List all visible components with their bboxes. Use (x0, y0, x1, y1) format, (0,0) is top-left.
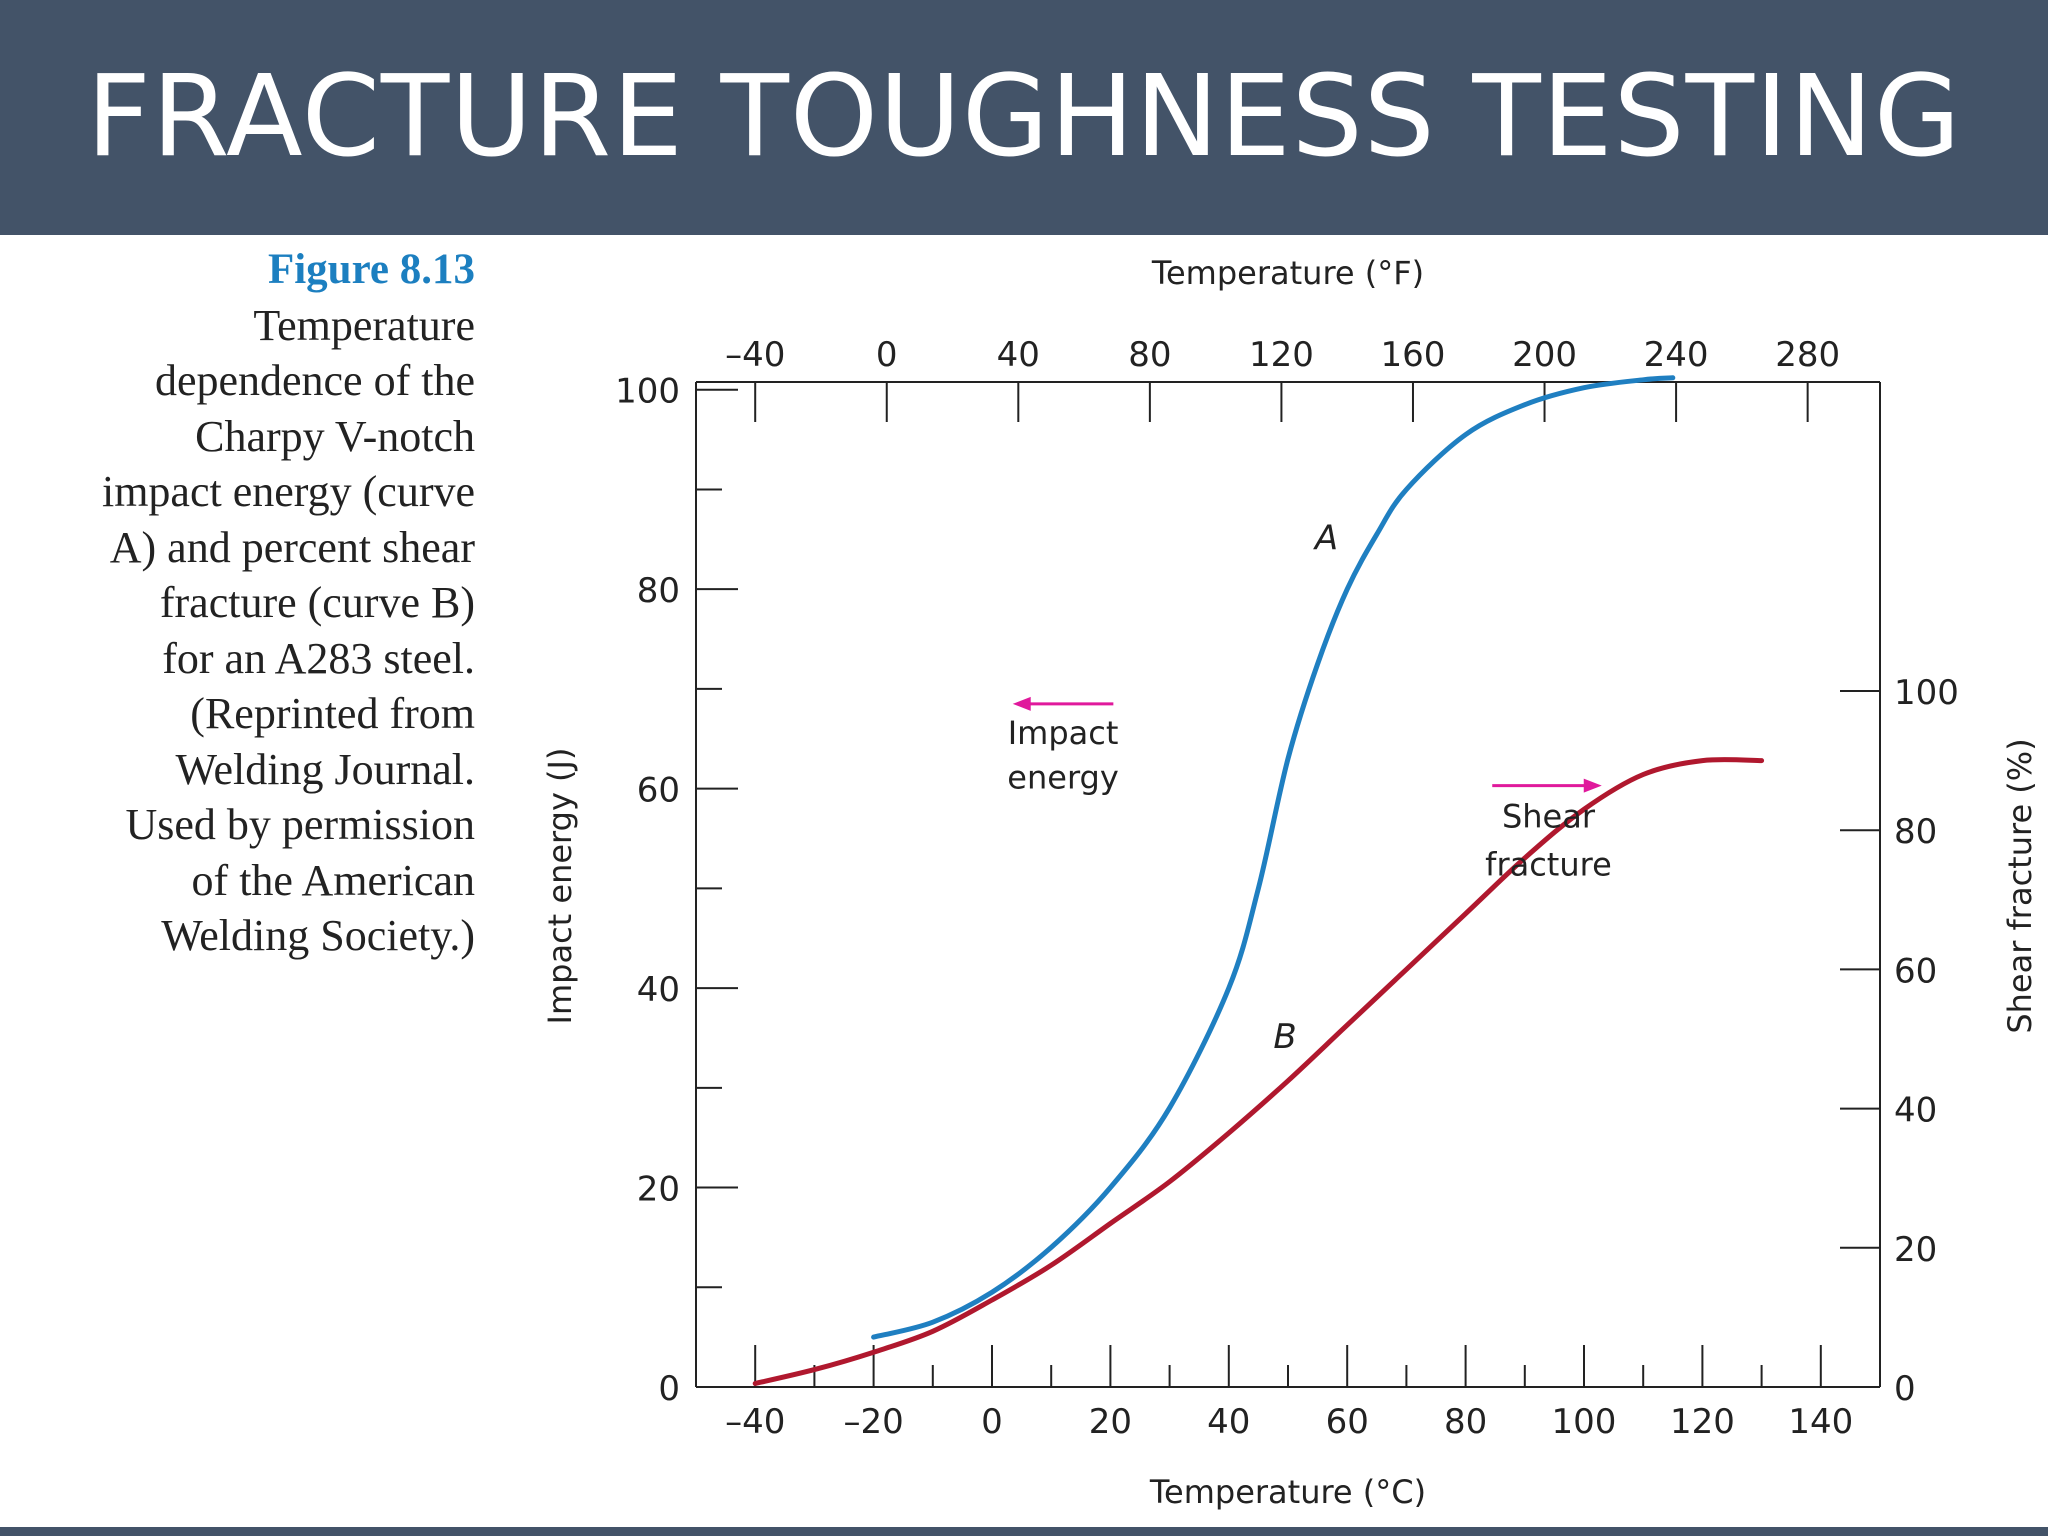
shear-fracture-arrow-head (1583, 778, 1602, 793)
impact-energy-arrow-head (1012, 696, 1031, 711)
y-tick-label: 100 (615, 372, 680, 412)
x-axis-title: Temperature (°C) (1149, 1473, 1426, 1511)
x2-axis-title: Temperature (°F) (1151, 254, 1424, 292)
x-tick-label: –20 (843, 1402, 903, 1442)
x-tick-label: 20 (1089, 1402, 1132, 1442)
x2-tick-label: 280 (1775, 335, 1840, 375)
x-tick-label: 80 (1444, 1402, 1487, 1442)
caption-line: dependence of the (154, 356, 475, 405)
caption-line: Temperature (253, 300, 475, 350)
x2-tick-label: 240 (1644, 335, 1709, 375)
shear-fracture-label-line: Shear (1502, 798, 1596, 836)
caption-line: Used by permission (125, 800, 475, 849)
y2-axis-title: Shear fracture (%) (2001, 738, 2039, 1033)
title-bar: FRACTURE TOUGHNESS TESTING (0, 0, 2048, 235)
caption-line: for an A283 steel. (162, 633, 475, 683)
y2-tick-label: 100 (1894, 673, 1959, 713)
x2-tick-label: 120 (1249, 335, 1314, 375)
y-tick-label: 20 (637, 1170, 680, 1210)
x-tick-label: 60 (1326, 1402, 1369, 1442)
curve-b-label: B (1273, 1017, 1296, 1057)
x-tick-label: 0 (981, 1402, 1003, 1442)
caption-line: impact energy (curve (101, 467, 475, 516)
x-tick-label: 100 (1552, 1402, 1617, 1442)
caption-line: Welding Society.) (161, 911, 475, 960)
x-tick-label: 40 (1207, 1402, 1250, 1442)
caption-line: of the American (191, 855, 475, 905)
y-tick-label: 0 (658, 1369, 680, 1409)
x-tick-label: 120 (1670, 1402, 1735, 1442)
x2-tick-label: –40 (725, 335, 785, 375)
x2-tick-label: 200 (1512, 335, 1577, 375)
impact-energy-label-line: energy (1007, 759, 1119, 797)
y2-tick-label: 80 (1894, 812, 1937, 852)
caption-line: Charpy V-notch (195, 411, 475, 461)
x-tick-label: –40 (725, 1402, 785, 1442)
x2-tick-label: 160 (1381, 335, 1446, 375)
y2-tick-label: 20 (1894, 1230, 1937, 1270)
y2-tick-label: 0 (1894, 1369, 1916, 1409)
y2-tick-label: 60 (1894, 951, 1937, 991)
y2-tick-label: 40 (1894, 1091, 1937, 1131)
figure-label: Figure 8.13 (267, 246, 475, 293)
curve-a-label: A (1313, 518, 1338, 558)
x2-tick-label: 40 (997, 335, 1040, 375)
shear-fracture-label-line: fracture (1485, 845, 1612, 883)
caption-line: fracture (curve B) (159, 578, 475, 627)
x-tick-label: 140 (1788, 1402, 1853, 1442)
y-tick-label: 60 (637, 771, 680, 811)
y-tick-label: 80 (637, 571, 680, 611)
x2-tick-label: 80 (1128, 335, 1171, 375)
footer-bar (0, 1527, 2048, 1536)
x2-tick-label: 0 (876, 335, 898, 375)
caption-line: (Reprinted from (190, 689, 475, 738)
slide-title: FRACTURE TOUGHNESS TESTING (86, 52, 1962, 182)
series-line-a (871, 375, 1676, 1340)
caption-line: A) and percent shear (109, 522, 475, 572)
caption-line: Welding Journal. (175, 744, 475, 794)
y-axis-title: Impact energy (J) (541, 748, 579, 1025)
figure-caption: Figure 8.13 Temperature dependence of th… (20, 242, 475, 964)
impact-energy-label-line: Impact (1008, 714, 1119, 752)
series-line-b (752, 757, 1765, 1386)
y-tick-label: 40 (637, 970, 680, 1010)
